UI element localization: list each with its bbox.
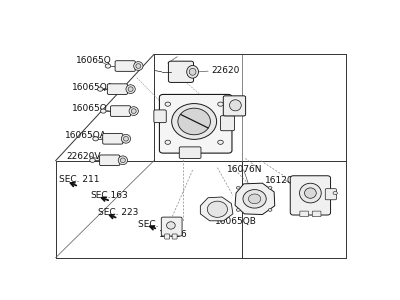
Text: SEC. 223: SEC. 223 bbox=[98, 208, 138, 217]
Ellipse shape bbox=[98, 87, 103, 91]
Text: 16065QB: 16065QB bbox=[215, 218, 257, 226]
Ellipse shape bbox=[93, 137, 98, 141]
Ellipse shape bbox=[230, 100, 241, 111]
Ellipse shape bbox=[124, 136, 128, 141]
Ellipse shape bbox=[121, 134, 130, 143]
Ellipse shape bbox=[207, 201, 228, 217]
Ellipse shape bbox=[304, 188, 316, 198]
Ellipse shape bbox=[134, 61, 143, 70]
Ellipse shape bbox=[165, 140, 170, 144]
Text: 22620: 22620 bbox=[211, 66, 240, 75]
Ellipse shape bbox=[236, 186, 240, 189]
Text: SEC. 211: SEC. 211 bbox=[59, 175, 99, 184]
FancyBboxPatch shape bbox=[290, 176, 330, 215]
FancyBboxPatch shape bbox=[100, 155, 120, 166]
Ellipse shape bbox=[120, 158, 125, 163]
Ellipse shape bbox=[243, 190, 266, 208]
Text: SEC. 211: SEC. 211 bbox=[138, 220, 179, 229]
Text: 16065Q: 16065Q bbox=[72, 104, 108, 113]
Polygon shape bbox=[200, 197, 233, 221]
Ellipse shape bbox=[105, 64, 111, 68]
FancyBboxPatch shape bbox=[161, 217, 182, 236]
FancyBboxPatch shape bbox=[115, 61, 135, 71]
Ellipse shape bbox=[118, 156, 128, 165]
Ellipse shape bbox=[165, 102, 170, 106]
Ellipse shape bbox=[126, 85, 135, 94]
FancyBboxPatch shape bbox=[165, 234, 170, 239]
Ellipse shape bbox=[218, 140, 223, 144]
Ellipse shape bbox=[248, 194, 261, 204]
FancyBboxPatch shape bbox=[325, 189, 336, 200]
Ellipse shape bbox=[166, 222, 175, 229]
Text: 16120: 16120 bbox=[266, 176, 294, 185]
FancyBboxPatch shape bbox=[110, 106, 131, 116]
Ellipse shape bbox=[189, 68, 196, 75]
FancyBboxPatch shape bbox=[223, 96, 246, 116]
Text: 22620V: 22620V bbox=[66, 152, 101, 160]
FancyBboxPatch shape bbox=[168, 61, 194, 82]
FancyBboxPatch shape bbox=[160, 94, 232, 153]
Ellipse shape bbox=[172, 103, 217, 140]
Ellipse shape bbox=[236, 208, 240, 211]
FancyBboxPatch shape bbox=[179, 147, 201, 158]
Ellipse shape bbox=[136, 64, 141, 68]
FancyBboxPatch shape bbox=[154, 110, 166, 123]
Text: 16065QA: 16065QA bbox=[65, 131, 107, 140]
Ellipse shape bbox=[128, 87, 133, 92]
Ellipse shape bbox=[268, 186, 272, 189]
FancyBboxPatch shape bbox=[172, 234, 177, 239]
Text: SEC.163: SEC.163 bbox=[90, 191, 128, 200]
Ellipse shape bbox=[178, 108, 210, 135]
Ellipse shape bbox=[268, 208, 272, 211]
Text: 16065QA: 16065QA bbox=[72, 83, 114, 92]
Ellipse shape bbox=[218, 102, 223, 106]
FancyBboxPatch shape bbox=[220, 116, 234, 131]
Ellipse shape bbox=[129, 107, 138, 116]
FancyBboxPatch shape bbox=[300, 211, 308, 217]
Polygon shape bbox=[235, 183, 275, 214]
Text: 16136: 16136 bbox=[159, 230, 188, 239]
FancyBboxPatch shape bbox=[312, 211, 321, 217]
Ellipse shape bbox=[187, 65, 198, 78]
FancyBboxPatch shape bbox=[107, 84, 128, 94]
Ellipse shape bbox=[131, 109, 136, 113]
Ellipse shape bbox=[333, 191, 337, 195]
Text: 16065Q: 16065Q bbox=[76, 56, 112, 65]
Ellipse shape bbox=[90, 158, 95, 162]
Text: 16076N: 16076N bbox=[227, 166, 262, 175]
Ellipse shape bbox=[100, 109, 106, 113]
FancyBboxPatch shape bbox=[103, 134, 123, 144]
Ellipse shape bbox=[300, 183, 321, 203]
Text: 16065QB: 16065QB bbox=[289, 191, 330, 200]
